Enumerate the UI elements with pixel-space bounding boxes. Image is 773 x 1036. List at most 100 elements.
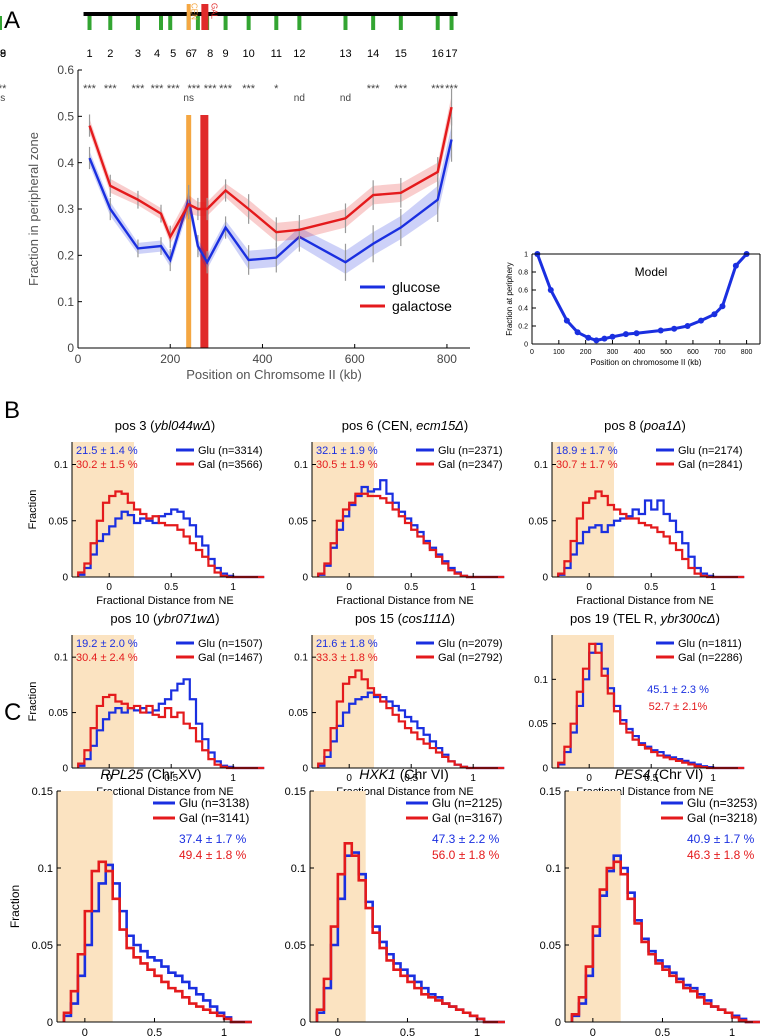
position-label: 17 — [445, 48, 457, 60]
position-label: 6 — [186, 48, 192, 60]
x-tick-label: 1 — [710, 582, 716, 593]
gal-histogram — [570, 860, 760, 1024]
model-point — [711, 311, 718, 318]
model-point — [585, 334, 592, 341]
glu-histogram — [557, 499, 745, 579]
glu-legend-label: glucose — [392, 279, 440, 295]
x-tick-label: 0 — [530, 349, 534, 356]
significance-label: *** — [83, 83, 97, 95]
chart-c2: 0 0.5 1 0 0.05 0.1 0.15 Fractional Distance fro… — [285, 766, 505, 1036]
gal-stat: 46.3 ± 1.8 % — [687, 848, 755, 862]
gal-legend-label: Gal (n=1467) — [198, 652, 263, 664]
significance-label: ns — [183, 93, 194, 104]
position-label: 8 — [207, 48, 213, 60]
y-tick-label: 0.1 — [534, 675, 548, 686]
y-tick-label: 0.1 — [57, 295, 74, 309]
y-tick-label: 0.15 — [540, 786, 561, 798]
y-axis-label: Fraction — [27, 682, 39, 722]
gal-legend-label: Gal (n=3167) — [432, 811, 502, 825]
y-tick-label: 0 — [555, 1017, 561, 1029]
position-label: 9 — [223, 48, 229, 60]
position-label: 18 — [0, 48, 6, 60]
y-tick-label: 0.2 — [57, 249, 74, 263]
x-tick-label: 800 — [437, 352, 457, 366]
x-tick-label: 1 — [474, 1027, 480, 1036]
position-label: 16 — [432, 48, 444, 60]
gal-legend-label: Gal (n=3141) — [179, 811, 249, 825]
chromosome-map: 1***2***3***4***5***6ns7***8***9***10***… — [0, 3, 459, 104]
chart-c1: 0 0.5 1 0 0.05 0.1 0.15 Fractional Distance fro… — [8, 766, 252, 1036]
y-tick-label: 0.6 — [518, 287, 528, 294]
y-tick-label: 0 — [302, 764, 308, 775]
x-tick-label: 0.5 — [644, 582, 658, 593]
y-tick-label: 0 — [300, 1017, 306, 1029]
y-tick-label: 0.1 — [546, 863, 561, 875]
x-tick-label: 0.5 — [404, 582, 418, 593]
significance-label: ns — [0, 93, 5, 104]
significance-label: nd — [294, 93, 305, 104]
significance-label: * — [274, 83, 279, 95]
y-tick-label: 1 — [524, 251, 528, 258]
x-tick-label: 700 — [714, 349, 726, 356]
significance-label: *** — [219, 83, 233, 95]
x-tick-label: 1 — [470, 773, 476, 784]
model-point — [563, 317, 570, 324]
gal-stat: 30.2 ± 1.5 % — [76, 459, 138, 471]
panel-letter-a: A — [4, 7, 20, 34]
x-axis-label: Fractional Distance from NE — [96, 786, 234, 798]
model-title: Model — [635, 265, 668, 279]
x-tick-label: 0.5 — [164, 582, 178, 593]
y-tick-label: 0.05 — [289, 516, 309, 527]
glu-stat: 40.9 ± 1.7 % — [687, 832, 755, 846]
x-tick-label: 400 — [252, 352, 272, 366]
panel-letter-b: B — [4, 397, 20, 424]
position-label: 3 — [135, 48, 141, 60]
x-tick-label: 0 — [335, 1027, 341, 1036]
y-tick-label: 0.8 — [518, 269, 528, 276]
significance-label: *** — [204, 83, 218, 95]
x-tick-label: 0 — [586, 773, 592, 784]
glu-stat: 21.5 ± 1.4 % — [76, 445, 138, 457]
y-tick-label: 0.15 — [285, 786, 306, 798]
model-point — [719, 303, 726, 310]
x-tick-label: 0 — [346, 582, 352, 593]
glu-legend-label: Glu (n=2125) — [432, 796, 502, 810]
significance-label: *** — [394, 83, 408, 95]
panel-title: RPL25 (Chr XV) — [100, 766, 201, 782]
gal-histogram — [62, 860, 252, 1024]
x-tick-label: 500 — [660, 349, 672, 356]
glu-stat: 32.1 ± 1.9 % — [316, 445, 378, 457]
gal-histogram — [557, 490, 745, 579]
x-tick-label: 0.5 — [164, 773, 178, 784]
y-tick-label: 0.3 — [57, 202, 74, 216]
glu-histogram — [62, 863, 252, 1024]
panel-title: pos 10 (ybr071wΔ) — [110, 611, 219, 626]
y-axis-label: Fraction — [27, 490, 39, 530]
x-tick-label: 1 — [710, 773, 716, 784]
position-label: 19 — [0, 48, 6, 60]
y-axis-label: Fraction — [8, 885, 22, 928]
y-tick-label: 0.1 — [54, 653, 68, 664]
model-point — [547, 287, 554, 293]
gal-histogram — [317, 492, 505, 579]
glu-stat: 45.1 ± 2.3 % — [647, 684, 709, 696]
x-tick-label: 1 — [729, 1027, 735, 1036]
x-tick-label: 0.5 — [147, 1027, 162, 1036]
significance-label: *** — [431, 83, 445, 95]
y-tick-label: 0.05 — [289, 708, 309, 719]
gal-legend-label: Gal (n=2841) — [678, 459, 743, 471]
y-tick-label: 0 — [62, 764, 68, 775]
chart-a-main: 0 200 400 600 800 0 0.1 0.2 0.3 0.4 0.5 0.6 Position… — [26, 63, 470, 382]
glu-legend-label: Glu (n=3314) — [198, 445, 263, 457]
x-tick-label: 100 — [553, 349, 565, 356]
y-tick-label: 0.2 — [518, 323, 528, 330]
x-tick-label: 0.5 — [655, 1027, 670, 1036]
x-tick-label: 300 — [607, 349, 619, 356]
glu-stat: 21.6 ± 1.8 % — [316, 638, 378, 650]
significance-label: *** — [242, 83, 256, 95]
gal-histogram — [77, 693, 265, 770]
y-tick-label: 0 — [302, 573, 308, 584]
x-tick-label: 0.5 — [400, 1027, 415, 1036]
gal-stat: 30.4 ± 2.4 % — [76, 652, 138, 664]
glu-stat: 19.2 ± 2.0 % — [76, 638, 138, 650]
